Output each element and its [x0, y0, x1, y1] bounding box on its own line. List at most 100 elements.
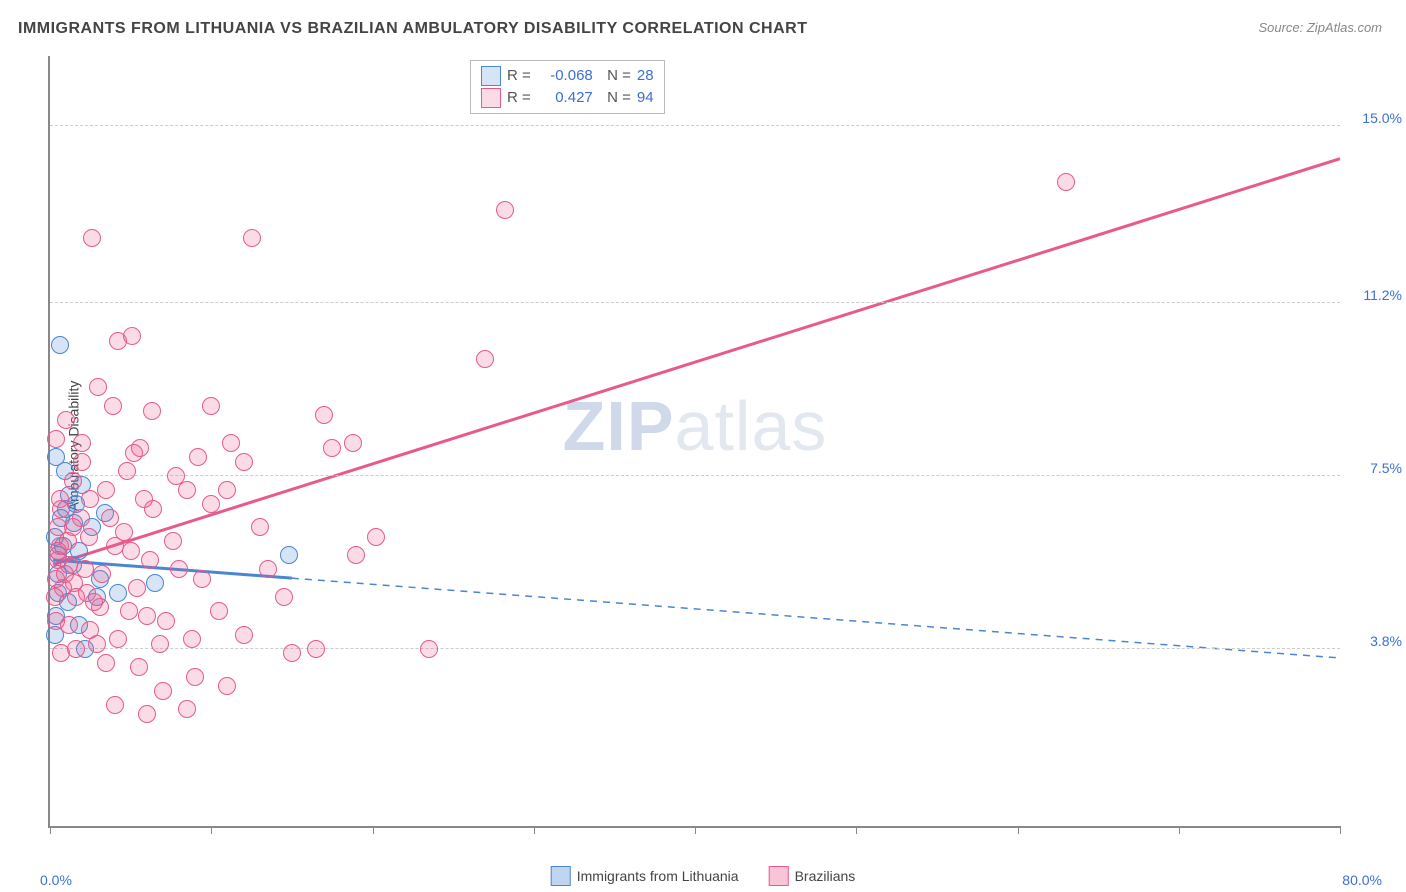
- watermark-bold: ZIP: [563, 387, 675, 465]
- point-brazil: [178, 481, 196, 499]
- point-brazil: [131, 439, 149, 457]
- point-brazil: [97, 654, 115, 672]
- point-brazil: [218, 677, 236, 695]
- point-brazil: [283, 644, 301, 662]
- point-brazil: [178, 700, 196, 718]
- legend-item-0: Immigrants from Lithuania: [551, 866, 739, 886]
- grid-line: [50, 475, 1340, 476]
- point-brazil: [347, 546, 365, 564]
- series-legend: Immigrants from Lithuania Brazilians: [551, 866, 856, 886]
- watermark-light: atlas: [675, 387, 828, 465]
- point-brazil: [210, 602, 228, 620]
- point-lithuania: [51, 336, 69, 354]
- point-brazil: [164, 532, 182, 550]
- point-brazil: [46, 588, 64, 606]
- point-brazil: [106, 696, 124, 714]
- point-brazil: [186, 668, 204, 686]
- legend-row-1: R = 0.427 N = 94: [481, 87, 654, 109]
- r-value-0: -0.068: [537, 65, 593, 87]
- point-brazil: [476, 350, 494, 368]
- point-brazil: [157, 612, 175, 630]
- grid-line: [50, 125, 1340, 126]
- point-brazil: [323, 439, 341, 457]
- point-brazil: [128, 579, 146, 597]
- point-brazil: [138, 705, 156, 723]
- point-brazil: [183, 630, 201, 648]
- point-brazil: [144, 500, 162, 518]
- point-lithuania: [146, 574, 164, 592]
- point-brazil: [138, 607, 156, 625]
- point-brazil: [218, 481, 236, 499]
- point-brazil: [141, 551, 159, 569]
- point-brazil: [202, 495, 220, 513]
- point-brazil: [52, 500, 70, 518]
- point-brazil: [118, 462, 136, 480]
- x-tick: [1018, 826, 1019, 834]
- point-brazil: [89, 378, 107, 396]
- point-brazil: [72, 509, 90, 527]
- r-label: R =: [507, 65, 531, 87]
- point-brazil: [57, 411, 75, 429]
- point-brazil: [344, 434, 362, 452]
- point-brazil: [80, 528, 98, 546]
- x-tick: [50, 826, 51, 834]
- point-lithuania: [280, 546, 298, 564]
- x-tick: [211, 826, 212, 834]
- y-tick-label: 15.0%: [1362, 110, 1402, 126]
- x-tick: [1340, 826, 1341, 834]
- grid-line: [50, 648, 1340, 649]
- point-brazil: [202, 397, 220, 415]
- point-brazil: [170, 560, 188, 578]
- point-brazil: [259, 560, 277, 578]
- trend-line-solid: [53, 159, 1340, 565]
- point-lithuania: [109, 584, 127, 602]
- point-brazil: [243, 229, 261, 247]
- point-brazil: [235, 626, 253, 644]
- point-brazil: [420, 640, 438, 658]
- point-brazil: [235, 453, 253, 471]
- n-value-1: 94: [637, 87, 654, 109]
- point-brazil: [109, 630, 127, 648]
- n-label: N =: [599, 87, 631, 109]
- source-attribution: Source: ZipAtlas.com: [1258, 20, 1382, 35]
- x-axis-min-label: 0.0%: [40, 872, 72, 888]
- point-brazil: [367, 528, 385, 546]
- point-brazil: [115, 523, 133, 541]
- point-brazil: [51, 537, 69, 555]
- grid-line: [50, 302, 1340, 303]
- point-brazil: [47, 612, 65, 630]
- r-label: R =: [507, 87, 531, 109]
- point-brazil: [1057, 173, 1075, 191]
- trend-lines: [50, 56, 1340, 826]
- point-brazil: [251, 518, 269, 536]
- trend-line-dashed: [292, 578, 1340, 658]
- point-brazil: [496, 201, 514, 219]
- point-brazil: [143, 402, 161, 420]
- point-brazil: [275, 588, 293, 606]
- r-value-1: 0.427: [537, 87, 593, 109]
- point-brazil: [93, 565, 111, 583]
- correlation-legend: R = -0.068 N = 28 R = 0.427 N = 94: [470, 60, 665, 114]
- point-brazil: [222, 434, 240, 452]
- point-brazil: [151, 635, 169, 653]
- point-brazil: [154, 682, 172, 700]
- y-tick-label: 11.2%: [1363, 287, 1402, 303]
- legend-bottom-label-0: Immigrants from Lithuania: [577, 868, 739, 884]
- point-brazil: [193, 570, 211, 588]
- point-brazil: [101, 509, 119, 527]
- legend-item-1: Brazilians: [769, 866, 856, 886]
- x-tick: [534, 826, 535, 834]
- point-brazil: [104, 397, 122, 415]
- legend-swatch-1: [481, 88, 501, 108]
- legend-bottom-swatch-0: [551, 866, 571, 886]
- y-tick-label: 3.8%: [1370, 633, 1402, 649]
- point-brazil: [130, 658, 148, 676]
- point-brazil: [73, 453, 91, 471]
- point-brazil: [83, 229, 101, 247]
- point-brazil: [307, 640, 325, 658]
- x-tick: [1179, 826, 1180, 834]
- point-brazil: [122, 542, 140, 560]
- point-brazil: [120, 602, 138, 620]
- x-axis-max-label: 80.0%: [1342, 872, 1382, 888]
- chart-title: IMMIGRANTS FROM LITHUANIA VS BRAZILIAN A…: [18, 20, 807, 38]
